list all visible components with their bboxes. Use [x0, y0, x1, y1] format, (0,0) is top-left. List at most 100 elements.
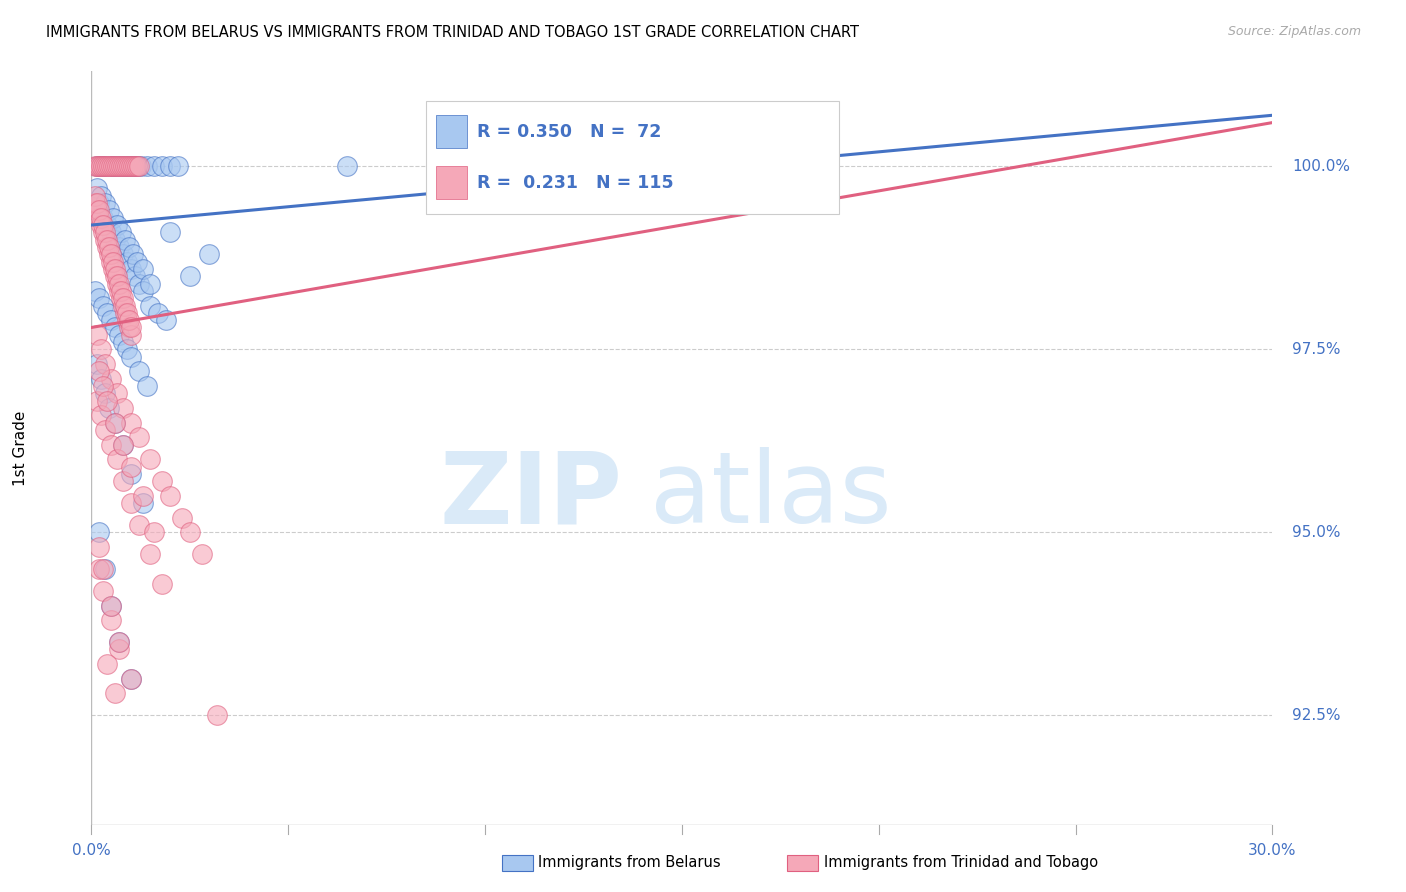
- Point: [179, 269, 201, 284]
- Point: [91, 299, 114, 313]
- Text: atlas: atlas: [651, 447, 891, 544]
- Point: [114, 299, 136, 313]
- Point: [89, 160, 111, 174]
- Point: [111, 335, 134, 350]
- Point: [120, 459, 142, 474]
- Point: [86, 196, 108, 211]
- Point: [124, 269, 146, 284]
- Point: [100, 599, 122, 613]
- Point: [104, 686, 127, 700]
- Point: [108, 635, 131, 649]
- Point: [131, 489, 153, 503]
- Point: [98, 203, 121, 218]
- Point: [159, 160, 181, 174]
- Text: Immigrants from Trinidad and Tobago: Immigrants from Trinidad and Tobago: [824, 855, 1098, 870]
- Bar: [436, 167, 467, 200]
- Point: [114, 160, 136, 174]
- Text: 1st Grade: 1st Grade: [13, 410, 28, 486]
- Point: [86, 327, 108, 342]
- Point: [115, 343, 138, 357]
- Text: IMMIGRANTS FROM BELARUS VS IMMIGRANTS FROM TRINIDAD AND TOBAGO 1ST GRADE CORRELA: IMMIGRANTS FROM BELARUS VS IMMIGRANTS FR…: [46, 25, 859, 40]
- Point: [86, 393, 108, 408]
- Point: [104, 160, 127, 174]
- Point: [108, 277, 131, 291]
- Point: [128, 430, 150, 444]
- Point: [108, 160, 131, 174]
- Point: [84, 160, 107, 174]
- Point: [179, 525, 201, 540]
- Point: [104, 233, 127, 247]
- Text: 95.0%: 95.0%: [1292, 524, 1340, 540]
- Point: [98, 247, 121, 261]
- Point: [94, 357, 117, 371]
- Point: [104, 416, 127, 430]
- Text: Immigrants from Belarus: Immigrants from Belarus: [538, 855, 721, 870]
- Point: [108, 327, 131, 342]
- Point: [115, 254, 138, 268]
- Point: [110, 291, 132, 305]
- Point: [84, 284, 107, 298]
- Point: [105, 160, 128, 174]
- Point: [91, 583, 114, 598]
- Point: [96, 240, 118, 254]
- Text: 92.5%: 92.5%: [1292, 708, 1340, 723]
- Point: [118, 160, 141, 174]
- Point: [111, 299, 134, 313]
- Point: [110, 284, 132, 298]
- Point: [128, 277, 150, 291]
- Point: [125, 160, 148, 174]
- Point: [89, 211, 111, 225]
- Point: [89, 540, 111, 554]
- Point: [94, 233, 117, 247]
- Point: [159, 489, 181, 503]
- Point: [131, 284, 153, 298]
- Point: [155, 313, 177, 327]
- Point: [96, 306, 118, 320]
- Point: [91, 211, 114, 225]
- Point: [139, 277, 162, 291]
- Point: [120, 320, 142, 334]
- Point: [167, 160, 190, 174]
- Point: [128, 364, 150, 378]
- Point: [90, 160, 112, 174]
- Point: [94, 196, 117, 211]
- Point: [89, 291, 111, 305]
- Point: [94, 386, 117, 401]
- Point: [100, 313, 122, 327]
- Point: [94, 225, 117, 239]
- Point: [108, 284, 131, 298]
- Point: [100, 254, 122, 268]
- Point: [118, 240, 141, 254]
- Point: [100, 247, 122, 261]
- Point: [104, 262, 127, 277]
- Point: [110, 160, 132, 174]
- Point: [121, 247, 143, 261]
- Point: [115, 306, 138, 320]
- Point: [90, 160, 112, 174]
- Point: [111, 401, 134, 415]
- Text: R =  0.231   N = 115: R = 0.231 N = 115: [477, 174, 673, 193]
- Point: [96, 657, 118, 672]
- FancyBboxPatch shape: [426, 101, 839, 214]
- Point: [131, 496, 153, 510]
- Point: [100, 160, 122, 174]
- Point: [143, 525, 166, 540]
- Point: [120, 416, 142, 430]
- Point: [101, 254, 124, 268]
- Point: [198, 247, 221, 261]
- Point: [86, 160, 108, 174]
- Point: [90, 188, 112, 202]
- Point: [110, 225, 132, 239]
- Point: [96, 160, 118, 174]
- Point: [100, 437, 122, 451]
- Point: [114, 160, 136, 174]
- Point: [94, 423, 117, 437]
- Point: [121, 160, 143, 174]
- Point: [101, 160, 124, 174]
- Point: [96, 233, 118, 247]
- Point: [120, 672, 142, 686]
- Point: [159, 225, 181, 239]
- Point: [114, 233, 136, 247]
- Point: [96, 393, 118, 408]
- Point: [120, 160, 142, 174]
